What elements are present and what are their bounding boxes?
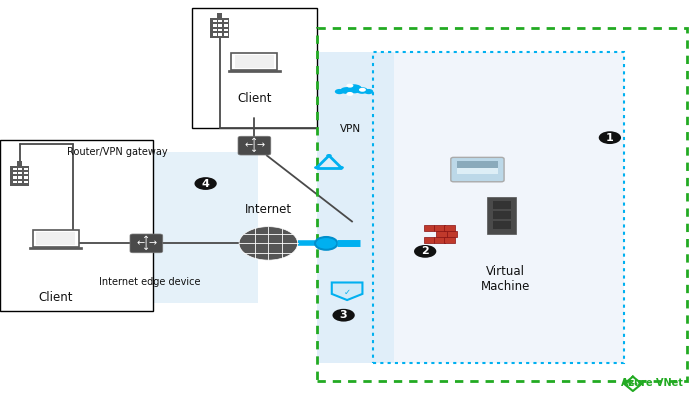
Circle shape bbox=[194, 177, 217, 190]
Circle shape bbox=[346, 84, 362, 93]
FancyBboxPatch shape bbox=[218, 24, 222, 27]
FancyBboxPatch shape bbox=[224, 20, 228, 22]
Text: ←: ← bbox=[244, 140, 252, 151]
Circle shape bbox=[346, 92, 353, 96]
FancyBboxPatch shape bbox=[18, 176, 22, 179]
FancyBboxPatch shape bbox=[24, 168, 28, 170]
Text: Client: Client bbox=[237, 92, 272, 105]
FancyBboxPatch shape bbox=[224, 24, 228, 27]
Text: 3: 3 bbox=[340, 310, 347, 320]
Text: Internet edge device: Internet edge device bbox=[99, 277, 201, 287]
Circle shape bbox=[332, 309, 355, 322]
FancyBboxPatch shape bbox=[434, 225, 445, 231]
FancyBboxPatch shape bbox=[228, 69, 281, 72]
Text: Azure VNet: Azure VNet bbox=[621, 378, 682, 388]
FancyBboxPatch shape bbox=[29, 247, 82, 249]
Circle shape bbox=[315, 237, 337, 250]
FancyBboxPatch shape bbox=[13, 168, 17, 170]
FancyBboxPatch shape bbox=[18, 168, 22, 170]
FancyBboxPatch shape bbox=[213, 20, 217, 22]
Text: ✓: ✓ bbox=[344, 288, 351, 296]
Circle shape bbox=[326, 154, 332, 157]
FancyBboxPatch shape bbox=[317, 52, 394, 363]
Circle shape bbox=[414, 245, 436, 258]
Circle shape bbox=[364, 89, 374, 94]
Circle shape bbox=[314, 166, 320, 169]
Text: Virtual
Machine: Virtual Machine bbox=[481, 265, 530, 293]
FancyBboxPatch shape bbox=[218, 20, 222, 22]
FancyBboxPatch shape bbox=[238, 136, 270, 155]
FancyBboxPatch shape bbox=[218, 33, 222, 36]
Text: ↓: ↓ bbox=[142, 242, 151, 252]
FancyBboxPatch shape bbox=[424, 237, 434, 243]
Circle shape bbox=[634, 383, 638, 385]
Text: 2: 2 bbox=[421, 246, 429, 257]
FancyBboxPatch shape bbox=[36, 232, 75, 245]
FancyBboxPatch shape bbox=[457, 163, 498, 174]
FancyBboxPatch shape bbox=[218, 29, 222, 31]
FancyBboxPatch shape bbox=[213, 29, 217, 31]
FancyBboxPatch shape bbox=[224, 29, 228, 31]
FancyBboxPatch shape bbox=[73, 152, 258, 303]
FancyBboxPatch shape bbox=[13, 181, 17, 183]
FancyBboxPatch shape bbox=[231, 53, 277, 69]
FancyBboxPatch shape bbox=[24, 176, 28, 179]
FancyBboxPatch shape bbox=[24, 172, 28, 174]
Text: 4: 4 bbox=[201, 178, 210, 189]
Text: →: → bbox=[148, 238, 157, 249]
FancyBboxPatch shape bbox=[493, 221, 511, 229]
Circle shape bbox=[340, 87, 352, 94]
FancyBboxPatch shape bbox=[451, 157, 504, 182]
FancyBboxPatch shape bbox=[18, 172, 22, 174]
Circle shape bbox=[631, 383, 634, 385]
FancyBboxPatch shape bbox=[33, 230, 79, 247]
FancyBboxPatch shape bbox=[18, 181, 22, 183]
FancyBboxPatch shape bbox=[213, 33, 217, 36]
FancyBboxPatch shape bbox=[394, 52, 624, 363]
Circle shape bbox=[239, 227, 298, 260]
FancyBboxPatch shape bbox=[210, 18, 229, 38]
FancyBboxPatch shape bbox=[217, 14, 222, 18]
Circle shape bbox=[346, 84, 353, 88]
Circle shape bbox=[628, 383, 631, 385]
FancyBboxPatch shape bbox=[17, 161, 22, 166]
Text: ↓: ↓ bbox=[250, 144, 259, 154]
Circle shape bbox=[335, 89, 344, 94]
FancyBboxPatch shape bbox=[493, 211, 511, 219]
FancyBboxPatch shape bbox=[0, 140, 153, 311]
FancyBboxPatch shape bbox=[13, 176, 17, 179]
Circle shape bbox=[359, 88, 366, 92]
FancyBboxPatch shape bbox=[487, 197, 516, 234]
Text: VPN: VPN bbox=[339, 124, 360, 134]
FancyBboxPatch shape bbox=[445, 225, 455, 231]
Text: Client: Client bbox=[38, 291, 73, 304]
FancyBboxPatch shape bbox=[457, 161, 498, 168]
Text: ↑: ↑ bbox=[142, 235, 151, 245]
Text: Router/VPN gateway: Router/VPN gateway bbox=[67, 147, 167, 158]
Text: 1: 1 bbox=[606, 132, 614, 143]
Circle shape bbox=[356, 87, 368, 94]
Circle shape bbox=[338, 166, 344, 169]
Text: ←: ← bbox=[136, 238, 144, 249]
FancyBboxPatch shape bbox=[224, 33, 228, 36]
FancyBboxPatch shape bbox=[436, 231, 447, 237]
FancyBboxPatch shape bbox=[235, 55, 274, 67]
Circle shape bbox=[599, 131, 621, 144]
FancyBboxPatch shape bbox=[445, 237, 455, 243]
Text: ↑: ↑ bbox=[250, 137, 259, 147]
Text: →: → bbox=[256, 140, 265, 151]
FancyBboxPatch shape bbox=[130, 234, 162, 253]
FancyBboxPatch shape bbox=[213, 24, 217, 27]
FancyBboxPatch shape bbox=[447, 231, 457, 237]
FancyBboxPatch shape bbox=[493, 201, 511, 209]
FancyBboxPatch shape bbox=[10, 166, 29, 186]
FancyBboxPatch shape bbox=[13, 172, 17, 174]
FancyBboxPatch shape bbox=[434, 237, 445, 243]
Text: Internet: Internet bbox=[245, 203, 292, 217]
FancyBboxPatch shape bbox=[192, 8, 317, 128]
FancyBboxPatch shape bbox=[24, 181, 28, 183]
FancyBboxPatch shape bbox=[424, 225, 434, 231]
Polygon shape bbox=[332, 282, 362, 300]
